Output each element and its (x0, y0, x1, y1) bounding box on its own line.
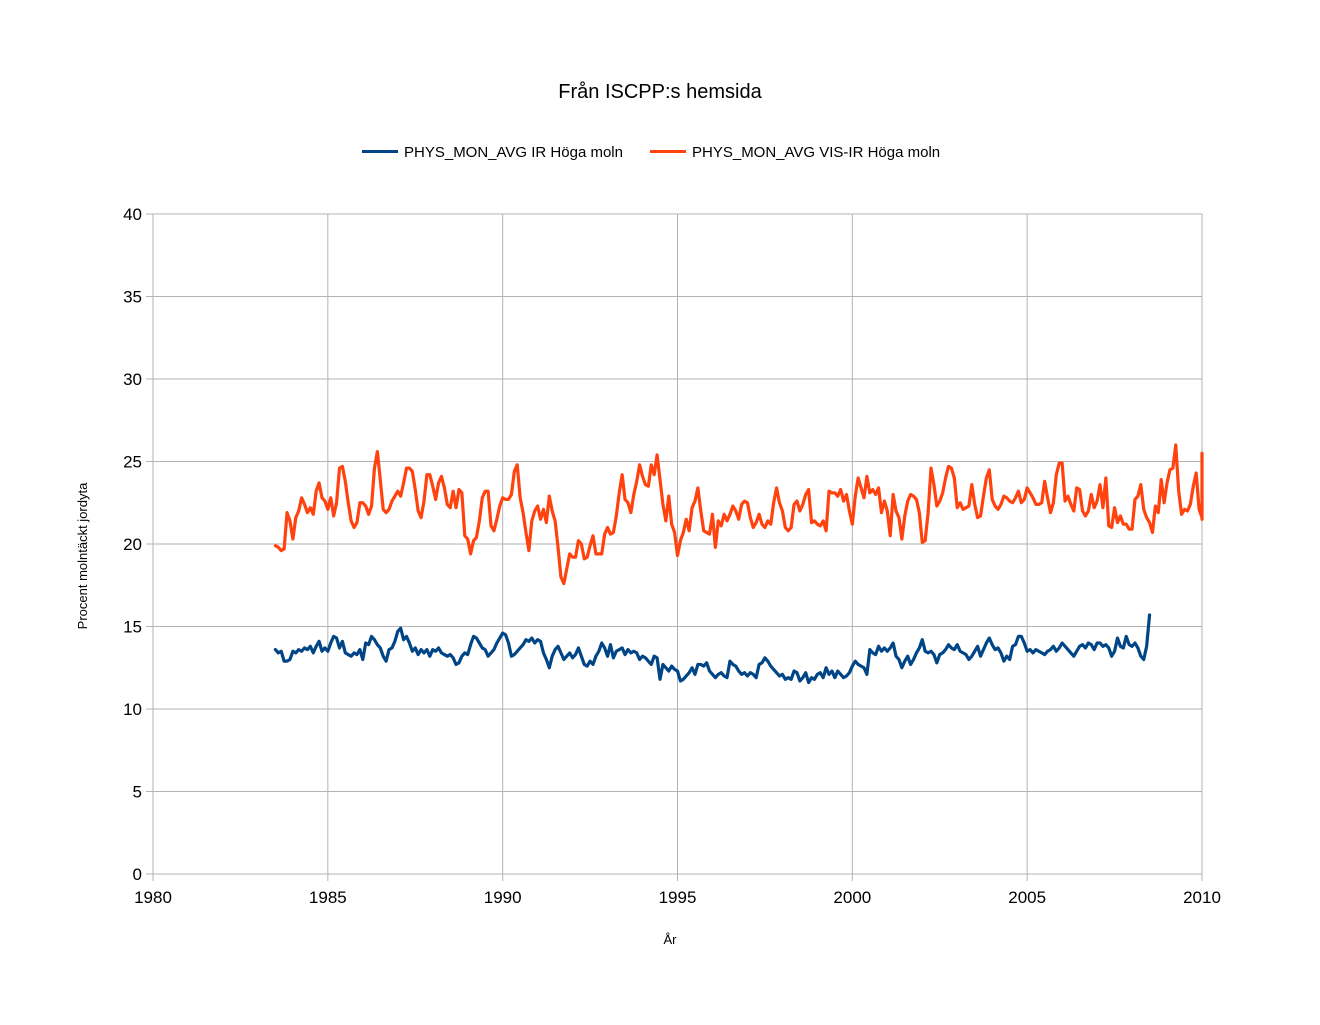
x-tick-label-2005: 2005 (1008, 888, 1046, 907)
y-tick-label-35: 35 (123, 288, 142, 307)
y-tick-label-15: 15 (123, 618, 142, 637)
x-axis-label: År (664, 932, 678, 947)
series-lines (273, 443, 1204, 685)
x-tick-label-1985: 1985 (309, 888, 347, 907)
series-line-ir (273, 613, 1152, 685)
y-axis-label: Procent molntäckt jordyta (75, 482, 90, 629)
x-tick-label-2010: 2010 (1183, 888, 1221, 907)
legend-label-vis-ir: PHYS_MON_AVG VIS-IR Höga moln (692, 144, 940, 161)
x-tick-label-1980: 1980 (134, 888, 172, 907)
chart-title: Från ISCPP:s hemsida (558, 81, 762, 103)
y-tick-label-0: 0 (133, 865, 142, 884)
legend-label-ir: PHYS_MON_AVG IR Höga moln (404, 144, 623, 161)
tick-labels: 0 5 10 15 20 25 30 35 40 1980 1985 1990 1995 2000 2005… (123, 205, 1221, 907)
plot-area-frame (152, 213, 1203, 875)
y-tick-label-5: 5 (133, 783, 142, 802)
y-tick-label-20: 20 (123, 535, 142, 554)
legend: PHYS_MON_AVG IR Höga moln PHYS_MON_AVG V… (362, 144, 940, 161)
y-tick-label-25: 25 (123, 453, 142, 472)
x-tick-label-1990: 1990 (484, 888, 522, 907)
series-line-vis-ir (273, 443, 1204, 586)
y-tick-label-10: 10 (123, 700, 142, 719)
axes (146, 213, 1203, 881)
x-tick-label-1995: 1995 (659, 888, 697, 907)
y-tick-label-40: 40 (123, 205, 142, 224)
x-tick-label-2000: 2000 (833, 888, 871, 907)
y-tick-label-30: 30 (123, 370, 142, 389)
